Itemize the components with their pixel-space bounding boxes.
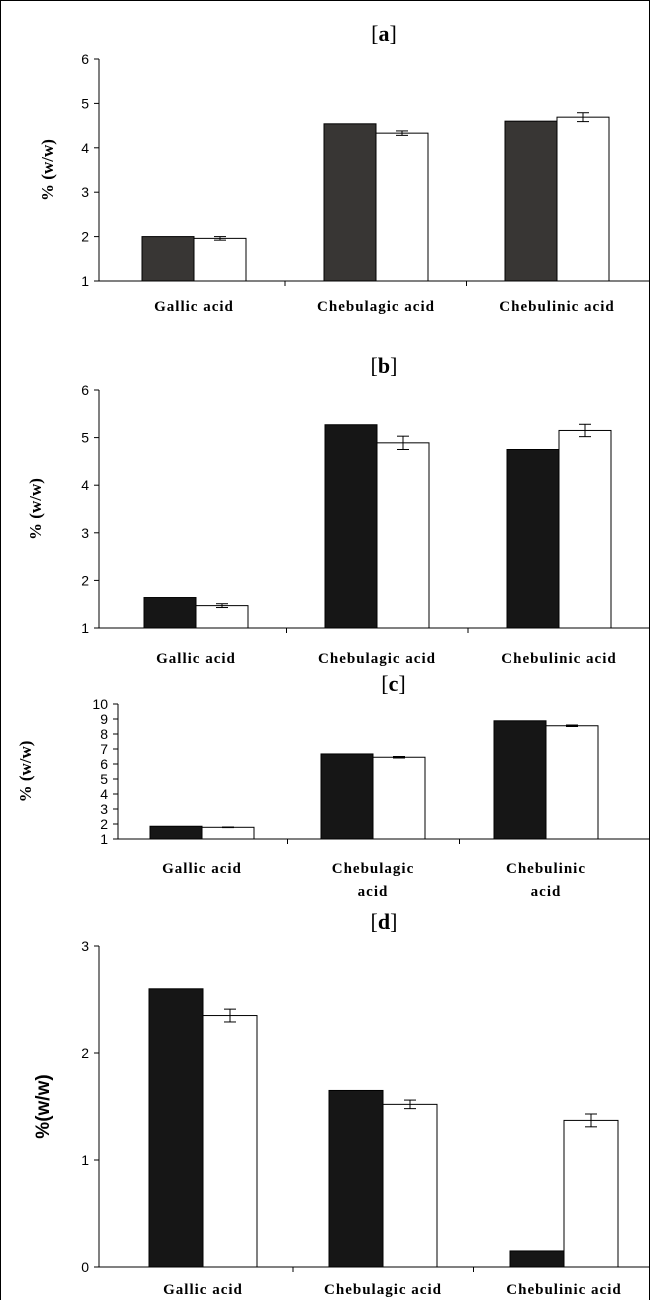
x-category-label-line-2: acid xyxy=(358,884,389,900)
bar-series-2 xyxy=(372,756,426,840)
y-tick-label: 2 xyxy=(81,1045,89,1061)
y-tick-label: 3 xyxy=(81,938,89,954)
y-axis-label: % (w/w) xyxy=(26,478,45,540)
y-tick-label: 5 xyxy=(100,771,108,787)
y-tick-label: 8 xyxy=(100,726,108,742)
bar-series-1 xyxy=(328,1089,384,1268)
x-category-label-line-1: Chebulagic xyxy=(332,861,415,877)
bar-series-1 xyxy=(324,424,378,629)
x-category-label-line-2: acid xyxy=(531,884,562,900)
y-tick-label: 3 xyxy=(81,184,89,200)
x-category-label: Gallic acid xyxy=(154,299,234,315)
chart-panel-a: [a] % (w/w) 1 2 3 4 5 6 Gallic acid Chebulagic ac… xyxy=(38,21,649,315)
y-tick-label: 9 xyxy=(100,711,108,727)
chart-title: [b] xyxy=(371,353,398,378)
chart-title-bracket-open: [ xyxy=(371,353,378,378)
bar-series-1 xyxy=(506,449,560,629)
bar-series-1 xyxy=(323,123,377,282)
bar-series-2 xyxy=(563,1119,619,1268)
y-tick-label: 2 xyxy=(81,229,89,245)
x-category-label: Chebulinic acid xyxy=(501,651,616,667)
bar-series-1 xyxy=(493,720,547,840)
y-axis-label: % (w/w) xyxy=(16,741,35,803)
chart-title-letter: d xyxy=(378,909,390,934)
x-category-label: Gallic acid xyxy=(156,651,236,667)
y-axis-label: % (w/w) xyxy=(38,139,57,201)
y-tick-label: 1 xyxy=(100,831,108,847)
y-tick-label: 5 xyxy=(81,95,89,111)
bar-series-2 xyxy=(556,116,610,282)
y-tick-label: 1 xyxy=(81,620,89,636)
bar-series-2 xyxy=(201,826,255,840)
bar-series-2 xyxy=(382,1103,438,1268)
y-tick-label: 2 xyxy=(81,572,89,588)
y-tick-label: 6 xyxy=(81,51,89,67)
y-tick-label: 4 xyxy=(81,477,89,493)
x-category-label: Chebulagic acid xyxy=(332,861,415,900)
y-tick-label: 3 xyxy=(81,525,89,541)
y-axis-label: %(w/w) xyxy=(33,1074,54,1138)
chart-title-bracket-close: ] xyxy=(390,909,397,934)
chart-panel-b: [b] % (w/w) 1 2 3 4 5 6 Gallic acid Chebulagic ac… xyxy=(26,353,649,667)
y-tick-label: 4 xyxy=(81,140,89,156)
chart-title-bracket-close: ] xyxy=(398,671,405,696)
x-category-label-line-1: Chebulinic xyxy=(506,861,586,877)
bar-series-1 xyxy=(149,825,203,840)
bar-series-2 xyxy=(375,132,429,282)
bar-series-1 xyxy=(148,988,204,1268)
chart-title-bracket-open: [ xyxy=(381,671,388,696)
y-tick-label: 2 xyxy=(100,816,108,832)
chart-title-bracket-open: [ xyxy=(371,21,378,46)
bar-series-2 xyxy=(202,1015,258,1268)
x-category-label: Chebulagic acid xyxy=(318,651,436,667)
x-category-label: Chebulinic acid xyxy=(499,299,614,315)
bar-series-2 xyxy=(558,429,612,629)
y-tick-label: 1 xyxy=(81,1152,89,1168)
bar-series-1 xyxy=(141,236,195,282)
y-tick-label: 1 xyxy=(81,273,89,289)
y-tick-label: 3 xyxy=(100,801,108,817)
x-category-label: Chebulagic acid xyxy=(317,299,435,315)
x-category-label: Chebulagic acid xyxy=(324,1282,442,1298)
x-category-label: Gallic acid xyxy=(163,1282,243,1298)
x-category-label: Gallic acid xyxy=(162,861,242,877)
chart-panel-d: [d] %(w/w) 0 1 2 3 Gallic acid Chebulagic acid C… xyxy=(33,909,649,1298)
chart-title-letter: a xyxy=(379,21,390,46)
y-tick-label: 6 xyxy=(81,382,89,398)
bar-series-1 xyxy=(320,753,374,840)
chart-title-bracket-close: ] xyxy=(390,353,397,378)
chart-title-letter: c xyxy=(389,671,399,696)
bar-series-2 xyxy=(545,725,599,840)
chart-title-bracket-open: [ xyxy=(371,909,378,934)
bar-series-1 xyxy=(509,1250,565,1268)
y-tick-label: 7 xyxy=(100,741,108,757)
y-tick-label: 5 xyxy=(81,430,89,446)
bar-series-2 xyxy=(195,605,249,629)
x-category-label: Chebulinic acid xyxy=(506,1282,621,1298)
bar-series-1 xyxy=(143,597,197,629)
chart-title: [a] xyxy=(371,21,397,46)
bar-series-2 xyxy=(376,442,430,629)
x-category-label: Chebulinic acid xyxy=(506,861,586,900)
chart-title: [c] xyxy=(381,671,405,696)
y-tick-label: 4 xyxy=(100,786,108,802)
chart-title-letter: b xyxy=(378,353,390,378)
bar-series-1 xyxy=(504,120,558,282)
y-tick-label: 0 xyxy=(81,1259,89,1275)
y-tick-label: 10 xyxy=(92,696,108,712)
chart-title: [d] xyxy=(371,909,398,934)
chart-title-bracket-close: ] xyxy=(390,21,397,46)
y-tick-label: 6 xyxy=(100,756,108,772)
bar-series-2 xyxy=(193,237,247,282)
